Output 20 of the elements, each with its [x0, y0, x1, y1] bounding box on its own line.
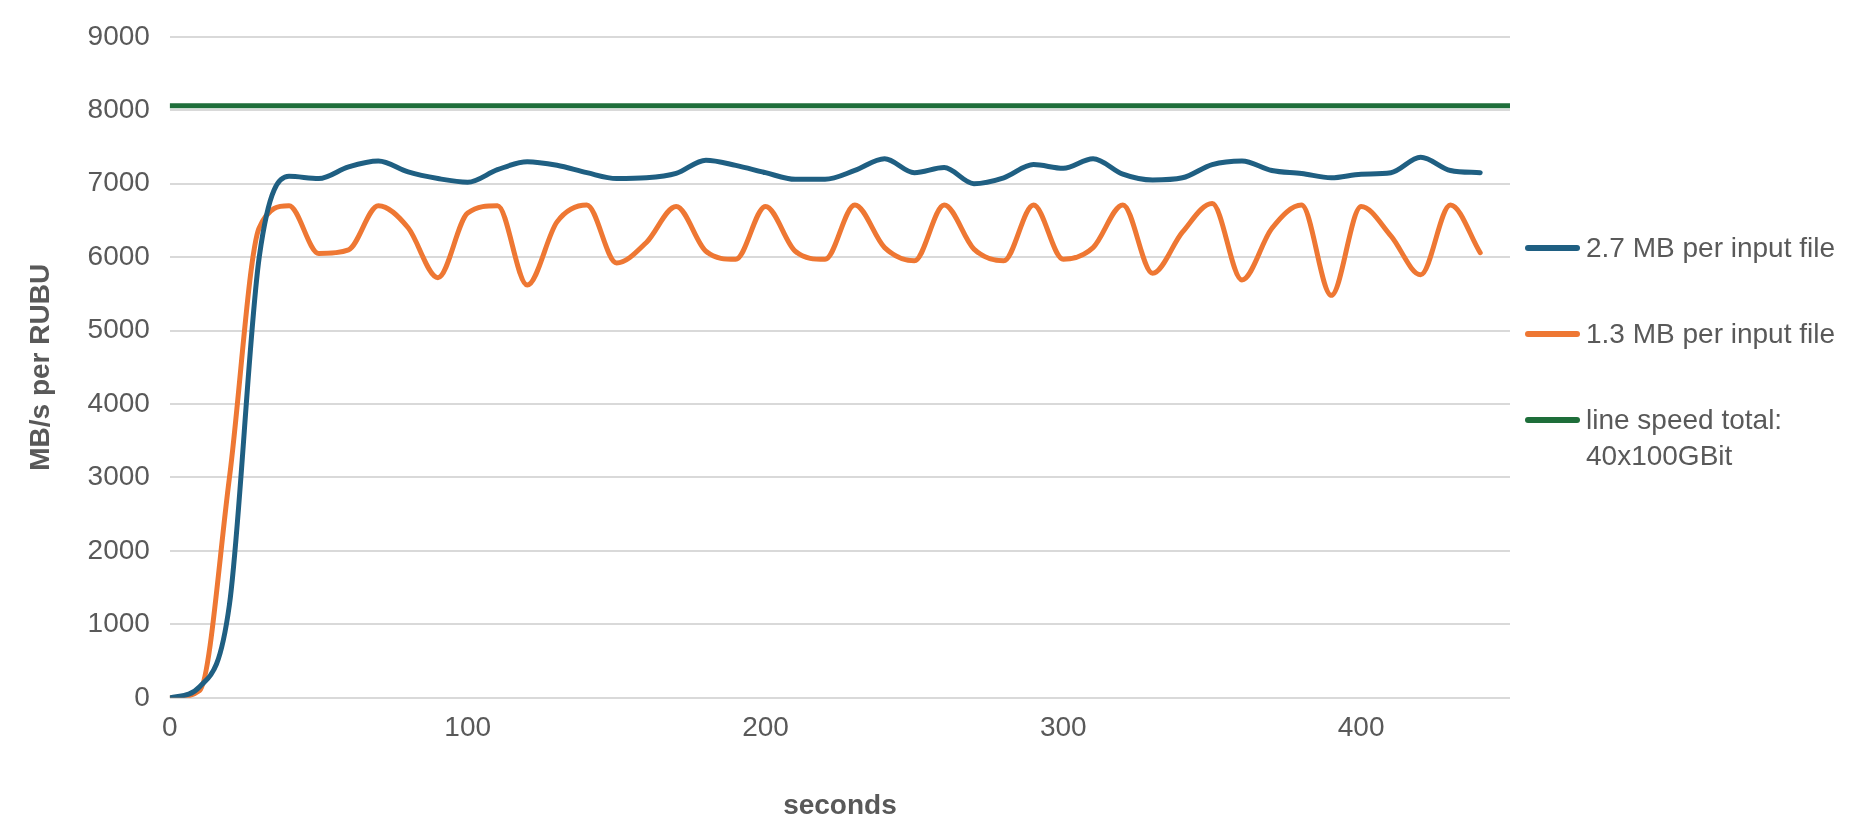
y-tick-label: 7000: [87, 166, 150, 198]
y-tick-label: 1000: [87, 607, 150, 639]
y-tick-label: 2000: [87, 533, 150, 565]
x-tick-label: 0: [162, 711, 178, 743]
x-tick-label: 200: [742, 711, 789, 743]
y-tick-label: 3000: [87, 460, 150, 492]
legend-label: 1.3 MB per input file: [1586, 317, 1836, 351]
y-tick-label: 6000: [87, 239, 150, 271]
x-tick-label: 100: [444, 711, 492, 743]
y-tick-label: 4000: [87, 386, 150, 418]
x-axis-title: seconds: [783, 788, 897, 820]
y-tick-label: 8000: [87, 92, 150, 124]
legend-label: 2.7 MB per input file: [1586, 231, 1836, 265]
x-tick-label: 400: [1337, 711, 1385, 743]
y-tick-label: 9000: [87, 19, 150, 51]
y-axis-title: MB/s per RUBU: [23, 263, 55, 471]
x-tick-label: 300: [1039, 711, 1087, 743]
y-tick-label: 5000: [87, 313, 150, 345]
y-tick-label: 0: [134, 680, 150, 712]
legend-label: line speed total: 40x100GBit: [1586, 403, 1784, 473]
